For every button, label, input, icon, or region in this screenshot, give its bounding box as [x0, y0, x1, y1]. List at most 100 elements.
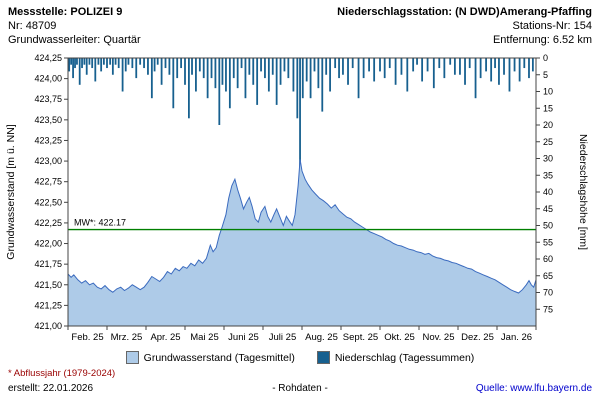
left-tick-label: 423,00 [34, 156, 62, 166]
precip-bar [88, 58, 91, 65]
precip-bar [188, 58, 190, 119]
precip-bar [342, 58, 344, 75]
precip-bar [228, 58, 231, 109]
x-tick-label: Feb. 25 [71, 332, 103, 343]
precip-bar [240, 58, 243, 69]
x-tick-label: Apr. 25 [150, 332, 180, 343]
precip-bar [210, 58, 213, 79]
precip-bar [76, 58, 78, 65]
right-tick-label: 65 [543, 271, 553, 281]
precip-bar [416, 58, 418, 65]
precip-bar [513, 58, 516, 72]
precip-bar [160, 58, 163, 85]
precip-bar [139, 58, 142, 65]
source-link[interactable]: Quelle: www.lfu.bayern.de [475, 383, 592, 394]
left-tick-label: 421,50 [34, 280, 62, 290]
precip-bar [131, 58, 134, 69]
precip-bar [305, 58, 308, 82]
precip-bar [531, 58, 534, 72]
left-axis-title: Grundwasserstand [m ü. NN] [5, 124, 17, 259]
x-tick-label: Sept. 25 [343, 332, 378, 343]
precip-bar [121, 58, 124, 92]
precip-bar [449, 58, 452, 65]
precip-bar [498, 58, 500, 85]
precip-bar [164, 58, 167, 69]
precip-station-distance: Entfernung: 6.52 km [492, 34, 592, 46]
right-tick-label: 10 [543, 87, 553, 97]
precip-bar [518, 58, 521, 82]
precip-bar [184, 58, 186, 85]
precip-bar [97, 58, 100, 65]
precip-bar [102, 58, 105, 65]
right-tick-label: 40 [543, 187, 553, 197]
left-tick-label: 422,25 [34, 218, 62, 228]
right-tick-label: 45 [543, 204, 553, 214]
precip-bar [143, 58, 145, 69]
precip-bar [508, 58, 511, 92]
x-tick-label: Okt. 25 [384, 332, 415, 343]
precip-station-title: Niederschlagsstation: (N DWD)Amerang-Pfa… [337, 6, 592, 18]
precip-bar [362, 58, 365, 79]
header-left: Messstelle: POLIZEI 9 Nr: 48709 Grundwas… [8, 5, 141, 47]
precip-bar [198, 58, 201, 72]
precip-bar [299, 58, 301, 169]
x-tick-label: Dez. 25 [461, 332, 494, 343]
precip-bar [264, 58, 266, 79]
precip-bar [528, 58, 530, 79]
precip-bar [127, 58, 130, 65]
precip-bar [117, 58, 120, 69]
right-tick-label: 25 [543, 137, 553, 147]
precip-bar [438, 58, 441, 69]
precip-bar [309, 58, 312, 99]
right-tick-label: 50 [543, 221, 553, 231]
precip-bar [334, 58, 337, 69]
precip-bar [421, 58, 424, 82]
left-tick-label: 422,50 [34, 197, 62, 207]
precip-bar [267, 58, 270, 92]
x-tick-label: Juli 25 [269, 332, 296, 343]
precip-bar [78, 58, 81, 85]
precip-bar [275, 58, 278, 105]
right-tick-label: 75 [543, 304, 553, 314]
station-number: Nr: 48709 [8, 20, 57, 32]
precip-bar [256, 58, 259, 105]
right-axis-title: Niederschlagshöhe [mm] [577, 134, 589, 250]
x-tick-label: Aug. 25 [305, 332, 338, 343]
precip-bar [168, 58, 171, 75]
precip-bar [325, 58, 328, 75]
precip-bar [468, 58, 471, 69]
precip-bar [287, 58, 290, 79]
precip-bar [260, 58, 262, 72]
precip-bar [172, 58, 175, 109]
precip-bar [191, 58, 193, 75]
precip-bar [218, 58, 221, 125]
precip-bar [474, 58, 477, 99]
precip-bar [494, 58, 496, 69]
precipitation-swatch-icon [316, 351, 330, 364]
precip-bar [150, 58, 153, 99]
precip-bar [296, 58, 299, 119]
precip-bar [279, 58, 282, 85]
precip-bar [147, 58, 149, 75]
rohdaten-label: - Rohdaten - [272, 383, 328, 394]
precip-bar [244, 58, 247, 99]
legend-item-precipitation: Niederschlag (Tagessummen) [316, 351, 474, 364]
left-tick-label: 421,75 [34, 259, 62, 269]
precip-bar [368, 58, 370, 72]
right-tick-label: 0 [543, 53, 548, 63]
precip-bar [523, 58, 526, 69]
precip-bar [379, 58, 381, 72]
precip-bar [479, 58, 482, 79]
groundwater-line [67, 159, 537, 294]
chart-canvas: MW*: 422.17 421,00 421,25 421,50 421,75 422,0… [5, 53, 589, 343]
precip-bar [135, 58, 138, 79]
precip-bar [248, 58, 251, 75]
precip-bar [400, 58, 403, 75]
precip-bar [94, 58, 97, 82]
precip-bar [464, 58, 466, 85]
left-tick-label: 423,25 [34, 135, 62, 145]
groundwater-swatch-icon [125, 351, 139, 364]
precip-bar [313, 58, 316, 72]
precip-bar [329, 58, 331, 92]
